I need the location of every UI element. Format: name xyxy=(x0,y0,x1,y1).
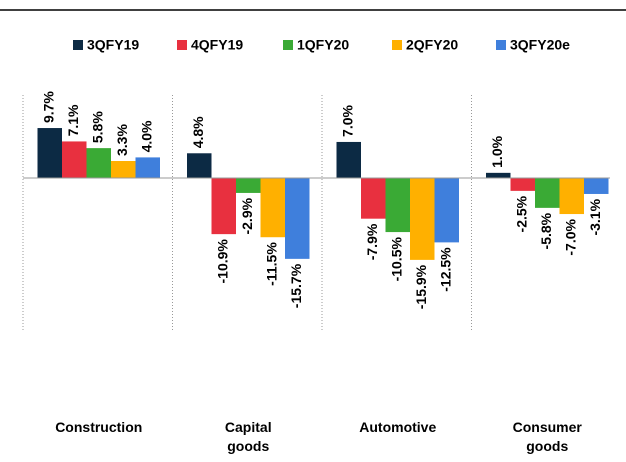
legend-label: 1QFY20 xyxy=(297,37,349,53)
value-label: -15.7% xyxy=(288,263,304,308)
value-label: -3.1% xyxy=(587,198,603,235)
value-label: 1.0% xyxy=(489,135,505,167)
bar xyxy=(86,148,111,178)
bar xyxy=(559,178,584,215)
legend-label: 3QFY19 xyxy=(87,37,139,53)
bar xyxy=(361,178,386,219)
value-label: 7.0% xyxy=(339,104,355,136)
value-label: 5.8% xyxy=(89,111,105,143)
bar xyxy=(135,157,160,178)
value-label: -7.0% xyxy=(562,219,578,256)
legend-swatch xyxy=(73,40,83,50)
bar xyxy=(211,178,236,235)
bar xyxy=(510,178,535,191)
bar xyxy=(236,178,261,193)
legend-label: 4QFY19 xyxy=(191,37,243,53)
bar xyxy=(336,141,361,178)
value-label: 3.3% xyxy=(114,124,130,156)
category-label: Capital goods xyxy=(224,419,272,454)
value-label: 4.8% xyxy=(190,116,206,148)
value-label: 9.7% xyxy=(40,91,56,123)
value-label: -11.5% xyxy=(263,242,279,286)
bar xyxy=(260,178,285,238)
value-label: -10.5% xyxy=(388,237,404,282)
value-label: -2.5% xyxy=(513,195,529,232)
value-label: -5.8% xyxy=(538,212,554,249)
legend-label: 2QFY20 xyxy=(406,37,458,53)
value-label: -15.9% xyxy=(413,264,429,309)
bar xyxy=(385,178,410,233)
value-label: -12.5% xyxy=(437,247,453,292)
value-label: 4.0% xyxy=(138,120,154,152)
bar xyxy=(486,172,511,178)
value-label: -10.9% xyxy=(214,239,230,284)
bar xyxy=(187,153,212,178)
bar xyxy=(535,178,560,208)
bar xyxy=(410,178,435,260)
value-label: 7.1% xyxy=(65,104,81,136)
legend-swatch xyxy=(392,40,402,50)
legend-swatch xyxy=(177,40,187,50)
category-label: Consumer goods xyxy=(512,419,582,454)
value-label: -2.9% xyxy=(239,197,255,234)
legend-label: 3QFY20e xyxy=(510,37,570,53)
category-label: Automotive xyxy=(359,419,437,435)
value-label: -7.9% xyxy=(364,223,380,260)
bar xyxy=(37,128,62,178)
legend-swatch xyxy=(496,40,506,50)
category-label: Construction xyxy=(55,419,143,435)
bar xyxy=(62,141,87,178)
bar xyxy=(285,178,310,259)
legend-swatch xyxy=(283,40,293,50)
bar xyxy=(434,178,459,243)
bar xyxy=(111,161,136,178)
bar xyxy=(584,178,609,194)
